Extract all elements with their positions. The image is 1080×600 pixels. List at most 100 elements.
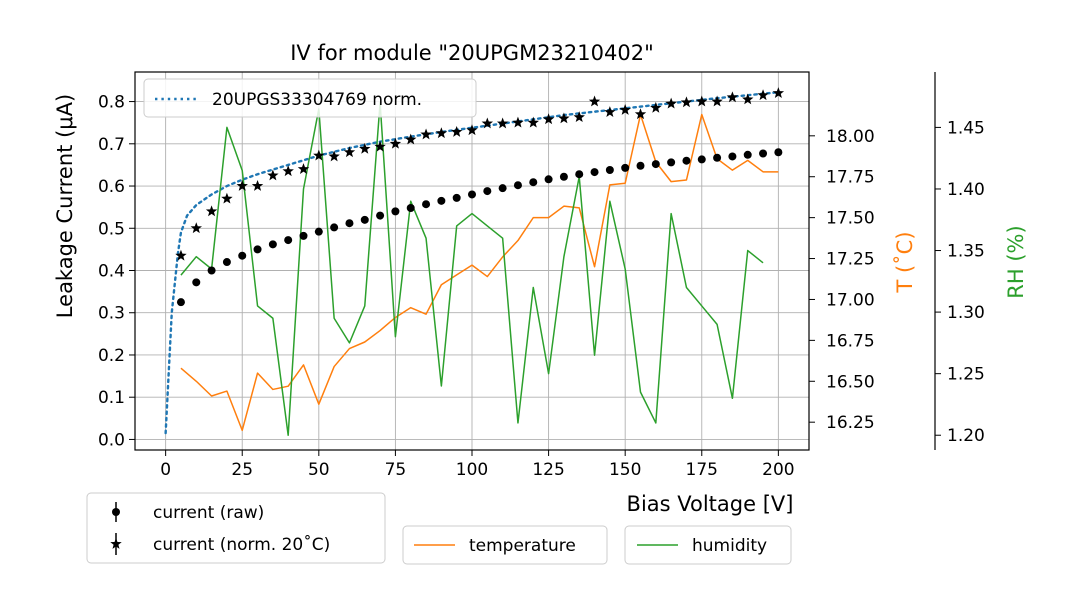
- current-norm-point: [711, 95, 723, 107]
- current-norm-point: [573, 111, 585, 123]
- current-raw-point: [544, 175, 553, 184]
- current-raw-point: [513, 181, 522, 190]
- y-tick-label: 0.1: [98, 388, 125, 408]
- y3-tick-label: 1.25: [947, 365, 985, 385]
- current-norm-point: [205, 205, 218, 217]
- y-tick-label: 0.2: [98, 346, 125, 366]
- y3-tick-label: 1.35: [947, 242, 985, 262]
- current-norm-point: [343, 146, 356, 158]
- current-raw-point: [299, 231, 308, 240]
- x-tick-label: 200: [762, 460, 794, 480]
- current-raw-point: [590, 168, 599, 177]
- x-tick-label: 175: [686, 460, 718, 480]
- current-raw-point: [268, 240, 277, 249]
- current-norm-point: [435, 127, 448, 139]
- current-raw-point: [651, 160, 660, 169]
- current-raw-point: [192, 278, 201, 287]
- current-norm-point: [466, 124, 478, 136]
- legend-current-norm: current (norm. 20˚C): [153, 534, 330, 555]
- x-tick-label: 75: [385, 460, 407, 480]
- x-tick-label: 125: [532, 460, 564, 480]
- current-raw-point: [774, 148, 783, 157]
- plot-area: [164, 87, 785, 436]
- y2-tick-label: 16.25: [826, 413, 875, 433]
- y3-tick-label: 1.30: [947, 303, 985, 323]
- x-axis-title: Bias Voltage [V]: [627, 492, 794, 516]
- current-norm-point: [313, 149, 325, 161]
- x-tick-label: 0: [160, 460, 171, 480]
- current-norm-point: [420, 128, 432, 140]
- current-raw-point: [330, 223, 339, 232]
- current-norm-point: [634, 108, 647, 120]
- temperature-line: [180, 113, 779, 432]
- current-norm-point: [267, 169, 279, 181]
- y2-tick-label: 17.75: [826, 168, 875, 188]
- current-raw-point: [682, 156, 691, 165]
- current-raw-point: [636, 161, 645, 170]
- current-raw-point: [176, 298, 185, 307]
- current-raw-point: [759, 149, 768, 158]
- x-tick-label: 50: [308, 460, 330, 480]
- y2-tick-label: 17.25: [826, 250, 875, 270]
- x-tick-label: 100: [456, 460, 488, 480]
- legend-temperature: temperature: [402, 525, 608, 565]
- current-raw-point: [575, 170, 584, 179]
- current-raw-point: [406, 203, 415, 212]
- current-raw-point: [314, 227, 323, 236]
- current-raw-point: [483, 187, 492, 196]
- current-norm-point: [450, 125, 463, 137]
- current-norm-point: [665, 97, 677, 109]
- current-raw-point: [667, 158, 676, 167]
- current-norm-point: [680, 96, 693, 108]
- current-norm-point: [588, 95, 601, 107]
- current-norm-point: [604, 106, 616, 117]
- current-raw-point: [422, 200, 431, 209]
- current-raw-point: [743, 150, 752, 159]
- current-norm-point: [282, 165, 294, 177]
- current-raw-point: [360, 215, 369, 224]
- y-tick-label: 0.8: [98, 93, 125, 113]
- y-tick-label: 0.3: [98, 304, 125, 324]
- y-tick-label: 0.6: [98, 177, 125, 197]
- current-norm-point: [221, 192, 233, 204]
- current-norm-point: [650, 101, 662, 113]
- current-norm-point: [527, 116, 539, 128]
- current-raw-point: [222, 258, 231, 267]
- current-raw-point: [498, 184, 507, 193]
- axis-ticks: 0 25 50 75 100 125 150 175 200 0.0 0.1 0.2 0.3 0.4 0.5…: [98, 93, 985, 480]
- current-norm-point: [542, 113, 555, 125]
- legend-temperature-label: temperature: [469, 536, 576, 556]
- current-raw-point: [529, 178, 538, 187]
- current-norm-point: [405, 133, 417, 145]
- legend-humidity-label: humidity: [692, 536, 767, 556]
- current-norm-point: [726, 91, 739, 103]
- y3-tick-label: 1.40: [947, 180, 985, 200]
- current-raw-point: [376, 211, 385, 220]
- current-norm-point: [558, 112, 570, 124]
- y-tick-label: 0.7: [98, 135, 125, 155]
- y3-tick-label: 1.20: [947, 426, 985, 446]
- y2-tick-label: 17.50: [826, 209, 875, 229]
- current-raw-point: [452, 193, 461, 202]
- chart-title: IV for module "20UPGM23210402": [290, 41, 654, 65]
- y3-axis-title: RH (%): [1004, 225, 1028, 298]
- current-norm-point: [236, 180, 248, 191]
- current-norm-point: [757, 89, 769, 101]
- current-norm-point: [374, 140, 386, 152]
- current-raw-point: [207, 266, 216, 275]
- current-raw-point: [605, 165, 614, 174]
- current-norm-point: [481, 117, 494, 129]
- current-raw-point: [284, 236, 293, 245]
- current-norm-point: [772, 87, 785, 98]
- legend-reference: 20UPGS33304769 norm.: [143, 78, 477, 118]
- current-norm-point: [328, 150, 340, 162]
- legend-reference-label: 20UPGS33304769 norm.: [212, 90, 422, 110]
- y-tick-label: 0.4: [98, 262, 125, 282]
- current-norm-point: [190, 222, 202, 234]
- current-raw-point: [391, 207, 400, 216]
- y-tick-label: 0.5: [98, 219, 125, 239]
- current-norm-point: [619, 104, 631, 115]
- y2-axis-title: T (˚C): [893, 231, 917, 293]
- y-axis-title: Leakage Current (μA): [53, 94, 77, 318]
